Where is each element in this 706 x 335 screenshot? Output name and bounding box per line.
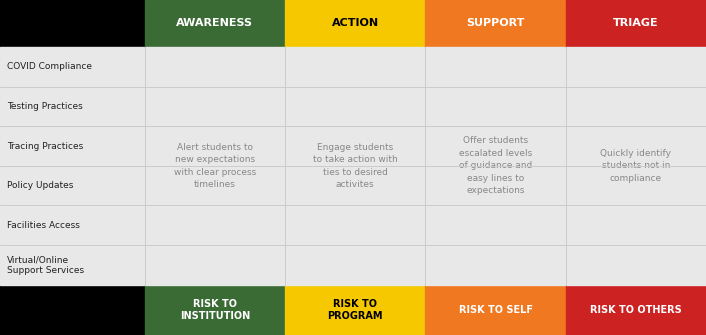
Bar	[425, 0, 566, 47]
Text: Testing Practices: Testing Practices	[7, 102, 83, 111]
Bar	[285, 47, 425, 285]
Bar	[285, 285, 425, 335]
Bar	[425, 285, 566, 335]
Text: RISK TO
INSTITUTION: RISK TO INSTITUTION	[180, 299, 250, 321]
Bar	[0, 0, 145, 47]
Text: ACTION: ACTION	[332, 18, 378, 28]
Bar	[145, 47, 285, 285]
Bar	[145, 0, 285, 47]
Text: RISK TO OTHERS: RISK TO OTHERS	[590, 305, 682, 315]
Text: Policy Updates: Policy Updates	[7, 181, 73, 190]
Bar	[425, 47, 566, 285]
Bar	[566, 47, 706, 285]
Text: Tracing Practices: Tracing Practices	[7, 141, 83, 150]
Text: AWARENESS: AWARENESS	[176, 18, 253, 28]
Text: Virtual/Online
Support Services: Virtual/Online Support Services	[7, 255, 84, 275]
Bar	[566, 285, 706, 335]
Text: Offer students
escalated levels
of guidance and
easy lines to
expectations: Offer students escalated levels of guida…	[459, 136, 532, 195]
Text: RISK TO
PROGRAM: RISK TO PROGRAM	[328, 299, 383, 321]
Text: COVID Compliance: COVID Compliance	[7, 62, 92, 71]
Text: Engage students
to take action with
ties to desired
activites: Engage students to take action with ties…	[313, 143, 397, 189]
Bar	[0, 47, 145, 285]
Text: Quickly identify
students not in
compliance: Quickly identify students not in complia…	[600, 149, 671, 183]
Text: TRIAGE: TRIAGE	[613, 18, 659, 28]
Bar	[145, 285, 285, 335]
Text: Alert students to
new expectations
with clear process
timelines: Alert students to new expectations with …	[174, 143, 256, 189]
Bar	[285, 0, 425, 47]
Text: SUPPORT: SUPPORT	[467, 18, 525, 28]
Text: RISK TO SELF: RISK TO SELF	[458, 305, 532, 315]
Bar	[566, 0, 706, 47]
Bar	[0, 285, 145, 335]
Text: Facilities Access: Facilities Access	[7, 221, 80, 230]
